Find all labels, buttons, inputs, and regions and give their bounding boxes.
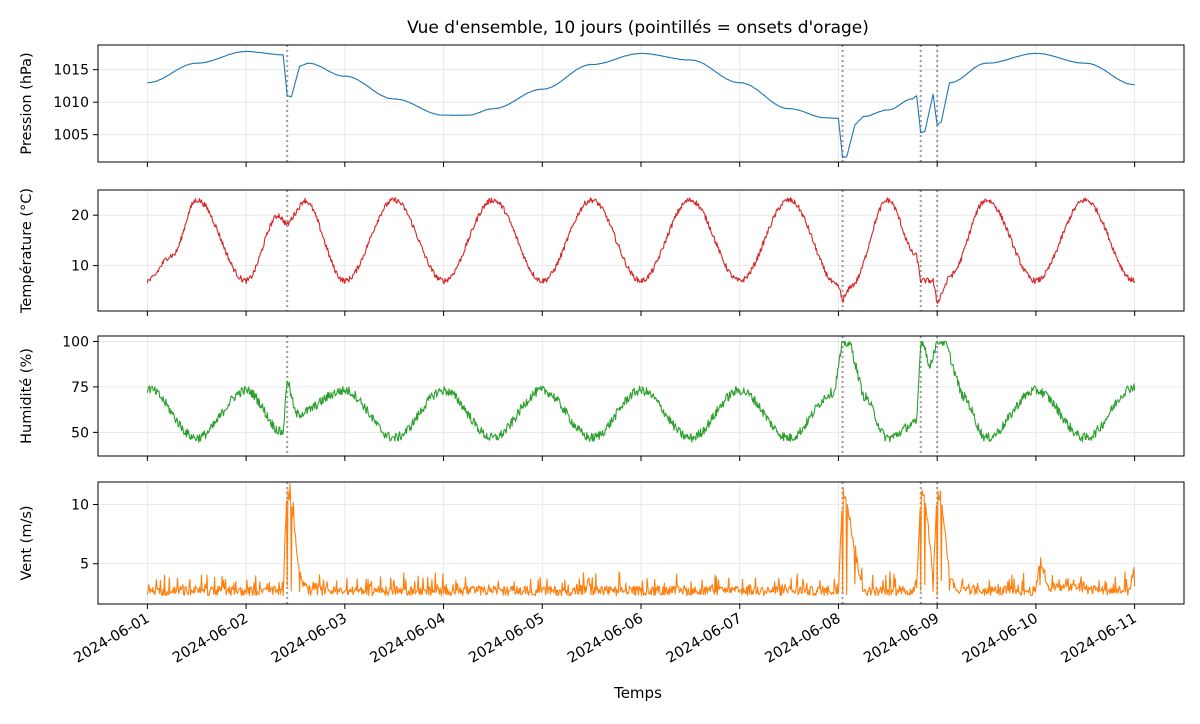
x-tick-label: 2024-06-04 [368, 611, 449, 667]
x-tick-label: 2024-06-01 [71, 611, 152, 667]
panel-1: 1005 1010 1015 Pression (hPa) [19, 44, 1185, 167]
series-line [147, 50, 1135, 159]
x-tick-label: 2024-06-08 [762, 611, 843, 667]
x-tick-label: 2024-06-06 [565, 611, 646, 667]
y-tick-label: 100 [62, 334, 89, 350]
y-tick-label: 20 [71, 208, 89, 224]
x-tick-label: 2024-06-03 [269, 611, 350, 667]
series-line [146, 340, 1136, 443]
series-line [146, 483, 1136, 597]
y-axis-label: Vent (m/s) [19, 505, 35, 580]
x-axis-label: Temps [613, 684, 662, 702]
panel-2: 10 20 Température (°C) [19, 188, 1185, 316]
x-tick-label: 2024-06-11 [1059, 611, 1140, 667]
x-tick-label: 2024-06-07 [664, 611, 745, 667]
x-tick-label: 2024-06-02 [170, 611, 251, 667]
panel-3: 50 75 100 Humidité (%) [19, 334, 1185, 461]
y-tick-label: 50 [71, 425, 89, 441]
x-tick-label: 2024-06-05 [466, 611, 547, 667]
y-axis-label: Pression (hPa) [19, 52, 35, 154]
x-tick-label: 2024-06-09 [861, 611, 942, 667]
panel-4: 5 10 Vent (m/s) 2024-06-01 2024-06-02 2024-06… [19, 481, 1185, 667]
y-tick-label: 1015 [53, 63, 89, 79]
y-tick-label: 1010 [53, 95, 89, 111]
series-line [146, 197, 1136, 304]
y-tick-label: 10 [71, 498, 89, 514]
y-axis-label: Humidité (%) [19, 348, 35, 444]
y-tick-label: 1005 [53, 128, 89, 144]
y-axis-label: Température (°C) [19, 188, 35, 314]
x-tick-label: 2024-06-10 [960, 611, 1041, 667]
chart-title: Vue d'ensemble, 10 jours (pointillés = o… [407, 18, 869, 38]
y-tick-label: 75 [71, 380, 89, 396]
y-tick-label: 5 [80, 557, 89, 573]
y-tick-label: 10 [71, 259, 89, 275]
